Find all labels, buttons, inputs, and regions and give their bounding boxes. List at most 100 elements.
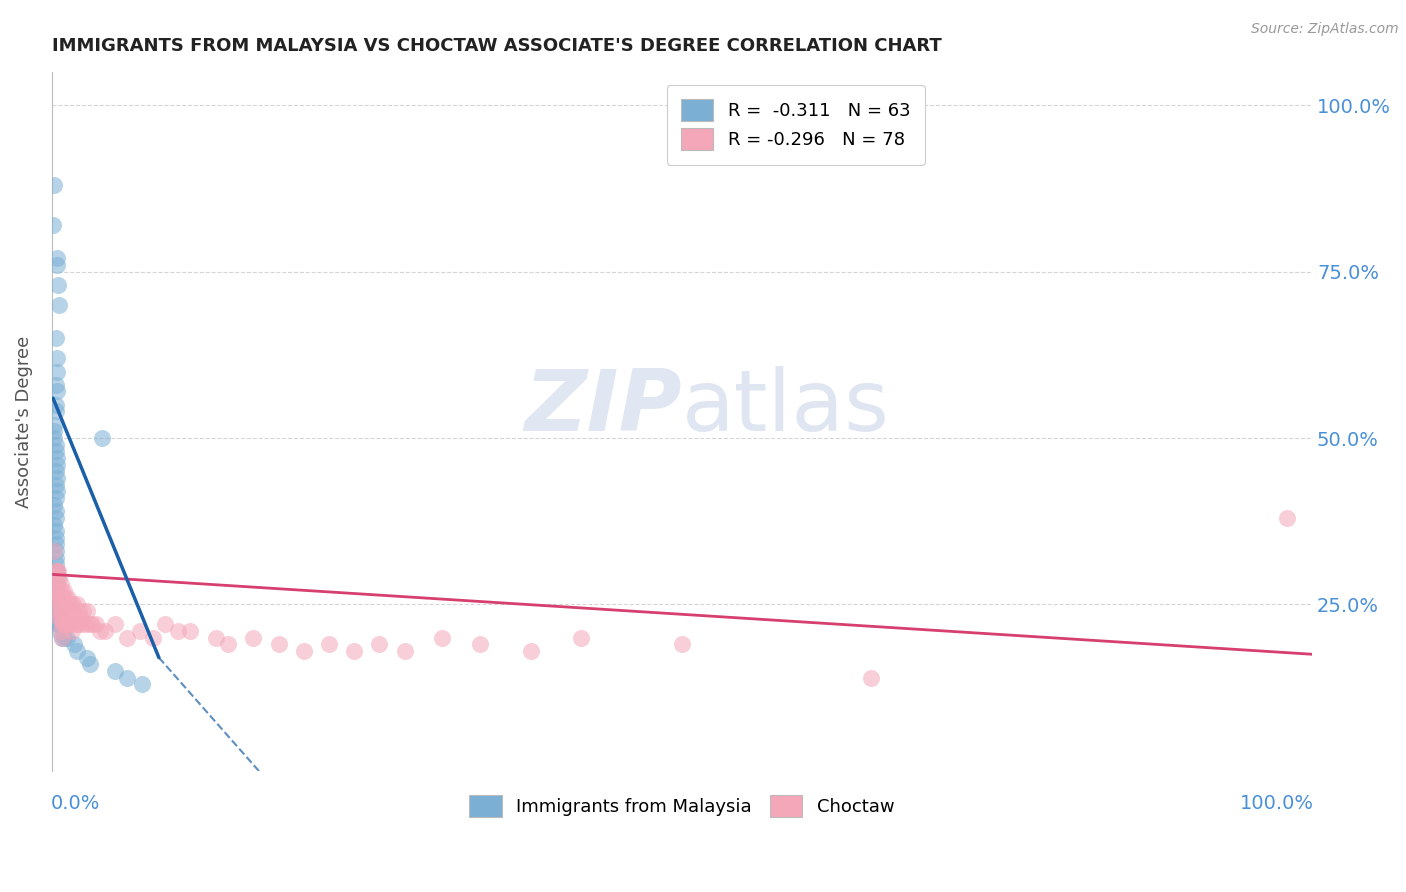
Point [46,617,69,632]
Point [46,617,69,632]
Point [51,631,73,645]
Point [292,644,315,658]
Point [69,610,91,624]
Point [470,637,492,651]
Point [44,331,66,345]
Point [166,624,188,638]
Point [394,644,416,658]
Point [131,677,153,691]
Point [48,604,70,618]
Point [55,591,77,605]
Point [76,604,98,618]
Point [129,624,152,638]
Point [53,584,76,599]
Point [52,617,75,632]
Point [56,598,79,612]
Point [44,558,66,572]
Point [153,617,176,632]
Point [66,598,89,612]
Point [60,604,83,618]
Text: ZIP: ZIP [524,366,682,449]
Point [859,671,882,685]
Point [45,577,67,591]
Point [62,598,84,612]
Point [104,664,127,678]
Point [142,631,165,645]
Point [48,298,70,312]
Point [44,498,66,512]
Point [75,617,97,632]
Point [368,637,391,651]
Point [56,617,79,632]
Point [104,617,127,632]
Point [44,477,66,491]
Point [56,631,79,645]
Point [569,631,592,645]
Point [89,624,111,638]
Point [58,598,80,612]
Point [117,671,139,685]
Point [45,571,67,585]
Point [44,438,66,452]
Point [45,252,67,266]
Text: IMMIGRANTS FROM MALAYSIA VS CHOCTAW ASSOCIATE'S DEGREE CORRELATION CHART: IMMIGRANTS FROM MALAYSIA VS CHOCTAW ASSO… [52,37,942,55]
Point [671,637,693,651]
Point [49,624,72,638]
Point [52,591,75,605]
Point [267,637,290,651]
Point [46,598,69,612]
Point [1275,511,1298,525]
Point [58,617,80,632]
Point [46,278,69,293]
Point [46,604,69,618]
Point [53,604,76,618]
Text: Source: ZipAtlas.com: Source: ZipAtlas.com [1251,22,1399,37]
Point [51,631,73,645]
Point [45,351,67,366]
Point [49,610,72,624]
Point [117,631,139,645]
Point [79,657,101,672]
Point [60,624,83,638]
Point [44,571,66,585]
Point [44,404,66,418]
Point [44,544,66,558]
Point [44,431,66,445]
Point [48,571,70,585]
Point [72,604,94,618]
Point [44,517,66,532]
Point [56,610,79,624]
Point [45,258,67,272]
Point [51,604,73,618]
Point [44,591,66,605]
Point [45,598,67,612]
Point [45,564,67,578]
Point [45,450,67,465]
Point [343,644,366,658]
Text: 100.0%: 100.0% [1240,794,1313,814]
Point [48,610,70,624]
Point [44,584,66,599]
Point [44,511,66,525]
Point [51,584,73,599]
Point [318,637,340,651]
Point [45,364,67,378]
Point [44,531,66,545]
Point [44,444,66,458]
Point [44,178,66,193]
Point [519,644,541,658]
Point [84,617,107,632]
Point [44,491,66,505]
Point [51,591,73,605]
Point [44,584,66,599]
Point [44,377,66,392]
Point [45,471,67,485]
Point [79,617,101,632]
Point [59,598,82,612]
Point [44,524,66,539]
Point [44,564,66,578]
Point [46,610,69,624]
Point [63,637,86,651]
Point [44,591,66,605]
Point [179,624,201,638]
